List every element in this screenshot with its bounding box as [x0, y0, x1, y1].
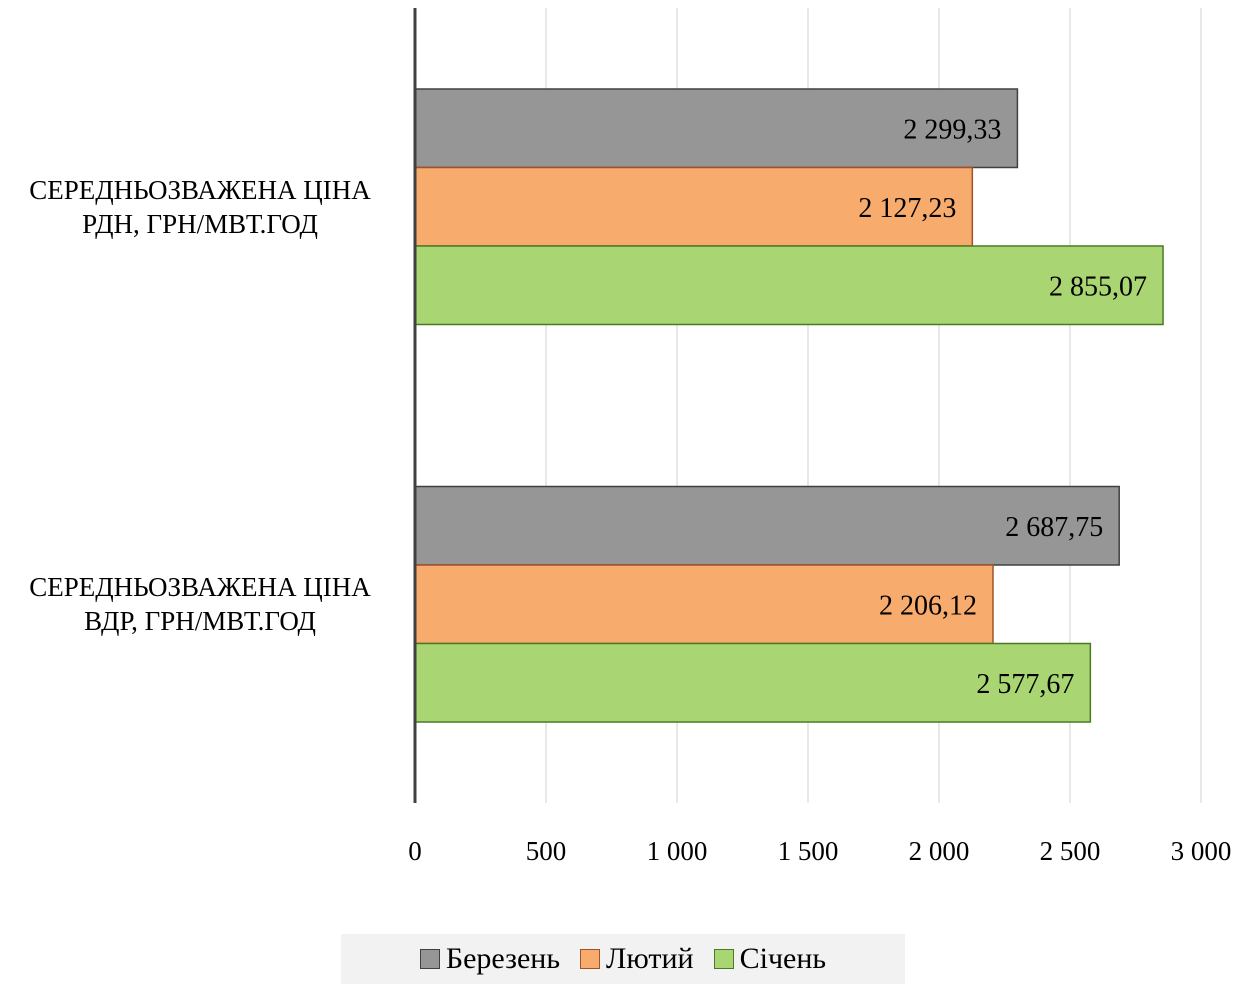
- legend-swatch: [419, 949, 440, 969]
- x-tick-label: 500: [526, 836, 567, 866]
- x-tick-label: 0: [408, 836, 422, 866]
- x-tick-label: 1 500: [778, 836, 839, 866]
- x-tick-label: 1 000: [647, 836, 708, 866]
- x-tick-label: 2 500: [1040, 836, 1101, 866]
- bar: [414, 245, 1164, 326]
- legend-item: Лютий: [580, 942, 694, 976]
- bar: [414, 485, 1120, 566]
- bars: 2 299,33 2 127,23 2 855,07 2 687,75 2 206,12…: [414, 88, 1164, 723]
- bar: [414, 642, 1092, 723]
- x-tick-labels: 0 500 1 000 1 500 2 000 2 500 3 000: [408, 836, 1231, 866]
- bar: [414, 564, 994, 645]
- legend-item: Січень: [713, 942, 827, 976]
- data-label: 2 855,07: [1049, 271, 1147, 302]
- legend-swatch: [713, 949, 734, 969]
- category-label: Середньозважена ціна РДН, грн/МВт.год: [29, 174, 371, 239]
- data-label: 2 577,67: [976, 669, 1074, 700]
- legend-label: Березень: [445, 942, 561, 975]
- legend-label: Лютий: [606, 942, 694, 975]
- data-label: 2 687,75: [1005, 512, 1103, 543]
- x-tick-label: 3 000: [1171, 836, 1232, 866]
- legend-label: Січень: [739, 942, 827, 975]
- x-tick-label: 2 000: [909, 836, 970, 866]
- data-label: 2 299,33: [903, 114, 1001, 145]
- legend-item: Березень: [419, 942, 561, 976]
- data-label: 2 127,23: [858, 193, 956, 224]
- category-label: Середньозважена ціна ВДР, грн/МВт.год: [29, 572, 371, 637]
- data-label: 2 206,12: [879, 590, 977, 621]
- legend: Березень Лютий Січень: [341, 934, 905, 984]
- legend-swatch: [580, 949, 601, 969]
